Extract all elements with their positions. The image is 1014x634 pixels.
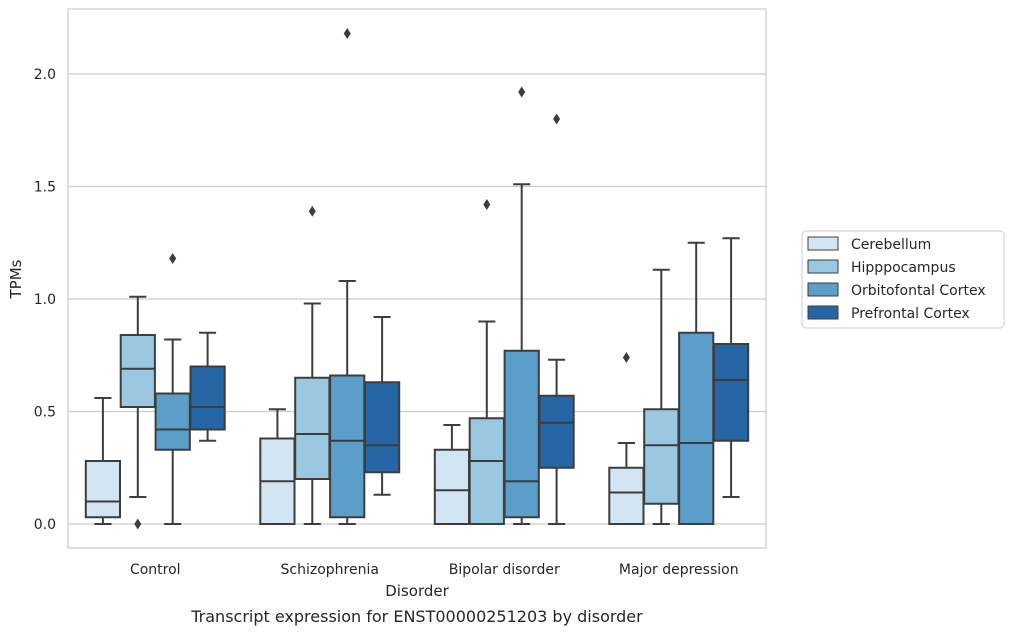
y-tick-labels: 0.0 0.5 1.0 1.5 2.0	[34, 67, 56, 533]
y-tick-label: 0.5	[34, 405, 56, 421]
iqr-box	[643, 408, 680, 505]
box-major-depression	[608, 352, 645, 525]
legend-swatch	[807, 282, 839, 297]
box-bipolar-disorder	[503, 86, 540, 525]
iqr-box	[503, 349, 540, 519]
outlier-point	[622, 352, 630, 363]
iqr-box	[329, 374, 366, 519]
series-hipppocampus	[119, 199, 680, 530]
box-series-layer	[84, 28, 750, 530]
legend-swatch	[807, 305, 839, 320]
outlier-point	[169, 253, 177, 264]
iqr-box	[119, 334, 156, 408]
box-schizophrenia	[363, 316, 401, 496]
series-orbitofontal-cortex	[154, 28, 715, 525]
outlier-point	[518, 86, 526, 98]
outlier-point	[483, 199, 491, 210]
x-axis-label: Disorder	[385, 582, 449, 600]
y-tick-label: 0.0	[34, 517, 56, 533]
x-tick-label: Major depression	[619, 562, 739, 578]
legend-label: Cerebellum	[851, 237, 931, 253]
box-bipolar-disorder	[433, 424, 471, 525]
box-major-depression	[712, 237, 750, 498]
x-tick-label: Control	[130, 562, 181, 578]
iqr-box	[189, 365, 226, 431]
iqr-box	[294, 376, 331, 480]
box-control	[189, 331, 226, 442]
iqr-box	[538, 394, 575, 469]
iqr-box	[433, 448, 471, 525]
y-tick-label: 1.5	[34, 180, 56, 196]
box-control	[119, 295, 156, 530]
box-schizophrenia	[294, 205, 331, 525]
iqr-box	[84, 460, 122, 519]
box-major-depression	[643, 268, 680, 525]
iqr-box	[678, 331, 715, 525]
box-control	[154, 253, 191, 525]
legend: Cerebellum Hipppocampus Orbitofontal Corte…	[801, 230, 1005, 329]
iqr-box	[468, 417, 505, 525]
iqr-box	[608, 466, 645, 525]
plot-area-frame	[67, 8, 767, 549]
y-tick-label: 2.0	[34, 67, 56, 83]
chart-caption: Transcript expression for ENST0000025120…	[190, 607, 643, 626]
x-tick-labels: Control Schizophrenia Bipolar disorder Majo…	[130, 562, 739, 578]
outlier-point	[343, 28, 351, 39]
legend-swatch	[807, 259, 839, 274]
box-bipolar-disorder	[538, 113, 575, 525]
iqr-box	[712, 343, 750, 442]
outlier-point	[308, 205, 316, 217]
box-bipolar-disorder	[468, 199, 505, 525]
iqr-box	[154, 392, 191, 451]
box-major-depression	[678, 241, 715, 525]
outlier-point	[553, 113, 561, 125]
x-tick-label: Schizophrenia	[281, 562, 379, 578]
legend-label: Hipppocampus	[851, 260, 956, 276]
legend-label: Prefrontal Cortex	[851, 306, 970, 322]
legend-items: Cerebellum Hipppocampus Orbitofontal Corte…	[807, 236, 986, 322]
box-control	[84, 397, 122, 525]
y-tick-label: 1.0	[34, 292, 56, 308]
legend-label: Orbitofontal Cortex	[851, 283, 986, 299]
y-axis-label: TPMs	[7, 259, 25, 299]
box-schizophrenia	[329, 28, 366, 525]
x-tick-label: Bipolar disorder	[449, 562, 560, 578]
legend-frame	[801, 230, 1005, 329]
series-prefrontal-cortex	[189, 113, 750, 525]
outlier-point	[134, 518, 142, 530]
iqr-box	[363, 381, 401, 474]
legend-swatch	[807, 236, 839, 251]
box-schizophrenia	[259, 408, 296, 525]
